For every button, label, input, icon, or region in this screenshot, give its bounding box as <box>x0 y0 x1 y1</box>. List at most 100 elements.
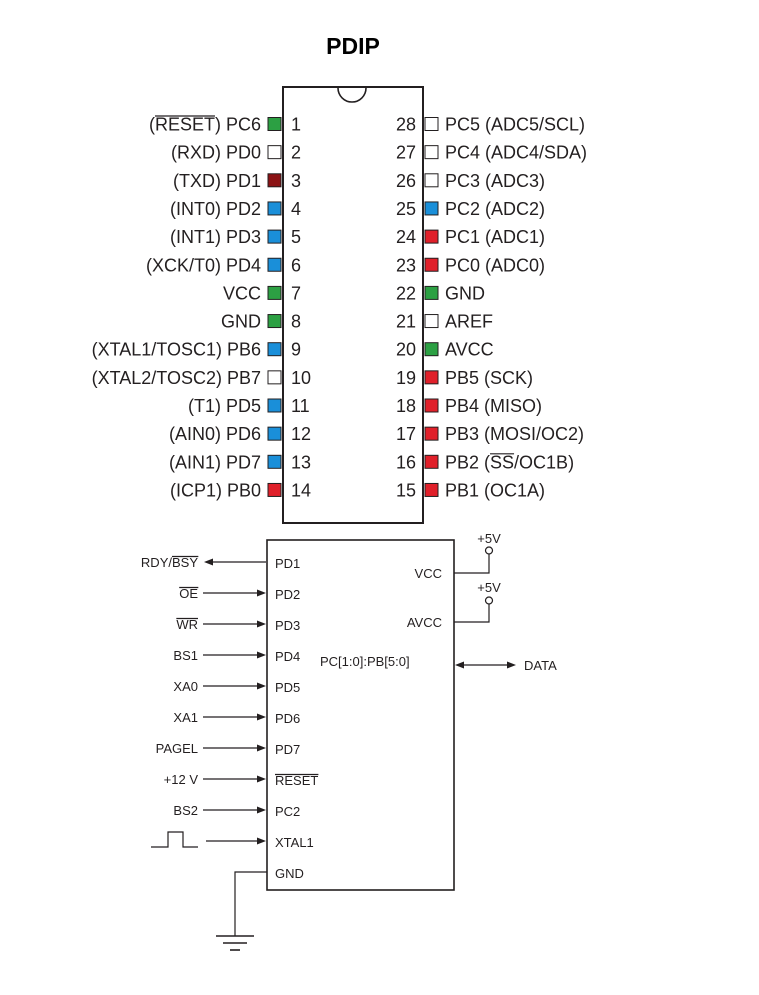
overlined-text: OE <box>179 586 198 601</box>
arrow-left-icon <box>204 558 213 566</box>
package-notch <box>337 87 367 103</box>
label-text: PC5 (ADC5/SCL) <box>445 115 585 135</box>
pin-label: PC3 (ADC3) <box>445 171 545 191</box>
label-text: (T1) PD5 <box>188 396 261 416</box>
pin-number: 5 <box>291 227 301 247</box>
label-text: PB5 (SCK) <box>445 368 533 388</box>
pin-number: 20 <box>396 340 416 360</box>
prog-pin-label: GND <box>275 866 304 881</box>
pin-number: 14 <box>291 480 311 500</box>
signal-name: BS2 <box>173 803 198 818</box>
arrow-right-icon <box>257 589 266 597</box>
arrow-right-icon <box>257 651 266 659</box>
pin-marker <box>267 342 282 357</box>
label-text: PC4 (ADC4/SDA) <box>445 143 587 163</box>
ground-icon <box>216 935 254 951</box>
label-text: PC2 (ADC2) <box>445 199 545 219</box>
pin-number: 16 <box>396 452 416 472</box>
signal-name: +12 V <box>164 772 199 787</box>
pin-number: 19 <box>396 368 416 388</box>
label-text: BS2 <box>173 803 198 818</box>
prog-pin-label: XTAL1 <box>275 835 314 850</box>
pin-label: (AIN1) PD7 <box>169 452 261 472</box>
pin-label: (T1) PD5 <box>188 396 261 416</box>
pin-number: 4 <box>291 199 301 219</box>
programming-signals: PD1 RDY/BSY PD2 OE PD3 WR PD4 BS1 PD5 XA0 PD6 XA1 PD… <box>141 555 319 951</box>
label-text: RDY/ <box>141 555 172 570</box>
label-text: PB2 ( <box>445 452 490 472</box>
prog-pin-label: PD6 <box>275 711 300 726</box>
prog-pin-label: PD4 <box>275 649 300 664</box>
pin-label: PB2 (SS/OC1B) <box>445 452 574 472</box>
pin-marker <box>424 201 439 216</box>
pin-label: AVCC <box>445 340 494 360</box>
pin-label: (XTAL1/TOSC1) PB6 <box>92 340 261 360</box>
label-text: (RXD) PD0 <box>171 143 261 163</box>
pin-number: 22 <box>396 283 416 303</box>
label-text: GND <box>221 312 261 332</box>
pin-marker <box>424 482 439 497</box>
clock-pulse-icon <box>151 831 198 848</box>
label-text: PAGEL <box>156 741 198 756</box>
pin-marker <box>424 285 439 300</box>
pin-marker <box>267 173 282 188</box>
pin-label: (AIN0) PD6 <box>169 424 261 444</box>
label-text: AVCC <box>445 340 494 360</box>
pin-label: (TXD) PD1 <box>173 171 261 191</box>
pin-marker <box>424 314 439 329</box>
pin-label: PB1 (OC1A) <box>445 480 545 500</box>
label-text: GND <box>445 283 485 303</box>
label-text: XA0 <box>173 679 198 694</box>
pin-number: 27 <box>396 143 416 163</box>
pin-label: PC2 (ADC2) <box>445 199 545 219</box>
label-text: XA1 <box>173 710 198 725</box>
label-text: PC1 (ADC1) <box>445 227 545 247</box>
pin-marker <box>424 173 439 188</box>
pin-label: (XTAL2/TOSC2) PB7 <box>92 368 261 388</box>
pin-label: PC1 (ADC1) <box>445 227 545 247</box>
pin-label: (RXD) PD0 <box>171 143 261 163</box>
prog-pin-label: PD7 <box>275 742 300 757</box>
pin-number: 26 <box>396 171 416 191</box>
pin-number: 6 <box>291 255 301 275</box>
pin-label: (RESET) PC6 <box>149 115 261 135</box>
pin-label: PB4 (MISO) <box>445 396 542 416</box>
pin-number: 1 <box>291 115 301 135</box>
prog-pin-label: PD2 <box>275 587 300 602</box>
pin-number: 8 <box>291 312 301 332</box>
pin-label: (ICP1) PB0 <box>170 480 261 500</box>
label-text: (ICP1) PB0 <box>170 480 261 500</box>
pin-marker <box>267 201 282 216</box>
data-label: DATA <box>524 658 557 673</box>
signal-name: BS1 <box>173 648 198 663</box>
label-text: (INT1) PD3 <box>170 227 261 247</box>
label-text: BS1 <box>173 648 198 663</box>
label-text: PC0 (ADC0) <box>445 255 545 275</box>
pin-label: PC4 (ADC4/SDA) <box>445 143 587 163</box>
arrow-right-icon <box>257 806 266 814</box>
supply-vcc-label: +5V <box>477 531 501 546</box>
arrow-right-icon <box>257 744 266 752</box>
label-text: AREF <box>445 312 493 332</box>
arrow-left-icon <box>455 661 464 669</box>
pin-number: 7 <box>291 283 301 303</box>
pin-number: 24 <box>396 227 416 247</box>
arrow-right-icon <box>257 837 266 845</box>
pin-marker <box>267 145 282 160</box>
data-bus-label: PC[1:0]:PB[5:0] <box>320 654 410 669</box>
arrow-right-icon <box>507 661 516 669</box>
label-text: ( <box>149 115 155 135</box>
pin-marker <box>424 426 439 441</box>
pin-label: PB3 (MOSI/OC2) <box>445 424 584 444</box>
pin-marker <box>424 145 439 160</box>
pin-marker <box>424 398 439 413</box>
vcc-wire <box>454 554 490 574</box>
pin-marker <box>267 426 282 441</box>
prog-pin-label: PD5 <box>275 680 300 695</box>
signal-name: XA1 <box>173 710 198 725</box>
label-text: (XCK/T0) PD4 <box>146 255 261 275</box>
pin-marker <box>267 370 282 385</box>
pin-marker <box>267 285 282 300</box>
pin-label: PB5 (SCK) <box>445 368 533 388</box>
